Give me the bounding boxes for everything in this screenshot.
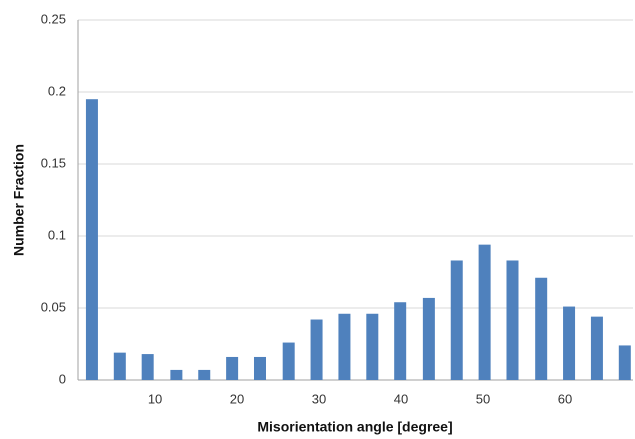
- y-tick-label: 0.2: [48, 83, 66, 98]
- x-tick-label: 60: [558, 391, 572, 406]
- y-tick-label: 0.25: [41, 11, 66, 26]
- bar: [253, 356, 266, 380]
- x-tick-label: 50: [476, 391, 490, 406]
- bar: [506, 260, 519, 380]
- y-tick-label: 0.05: [41, 299, 66, 314]
- x-tick-label: 20: [230, 391, 244, 406]
- bar: [394, 302, 407, 380]
- bar: [198, 369, 211, 380]
- bar: [113, 352, 126, 380]
- bar: [310, 319, 323, 380]
- bar: [422, 297, 435, 380]
- bar: [450, 260, 463, 380]
- bar: [535, 277, 548, 380]
- bar: [366, 313, 379, 380]
- y-tick-label: 0.1: [48, 227, 66, 242]
- bar: [590, 316, 603, 380]
- x-tick-label: 10: [148, 391, 162, 406]
- bar: [85, 99, 98, 380]
- x-axis-title: Misorientation angle [degree]: [257, 419, 452, 435]
- x-tick-label: 30: [312, 391, 326, 406]
- y-tick-label: 0.15: [41, 155, 66, 170]
- bar: [282, 342, 295, 380]
- x-tick-label: 40: [394, 391, 408, 406]
- bar: [618, 345, 631, 380]
- bar: [226, 356, 239, 380]
- y-tick-label: 0: [59, 371, 66, 386]
- bar: [478, 244, 491, 380]
- bar: [338, 313, 351, 380]
- bar: [563, 306, 576, 380]
- y-axis-title: Number Fraction: [11, 144, 27, 256]
- bar: [170, 369, 183, 380]
- bar: [141, 354, 154, 380]
